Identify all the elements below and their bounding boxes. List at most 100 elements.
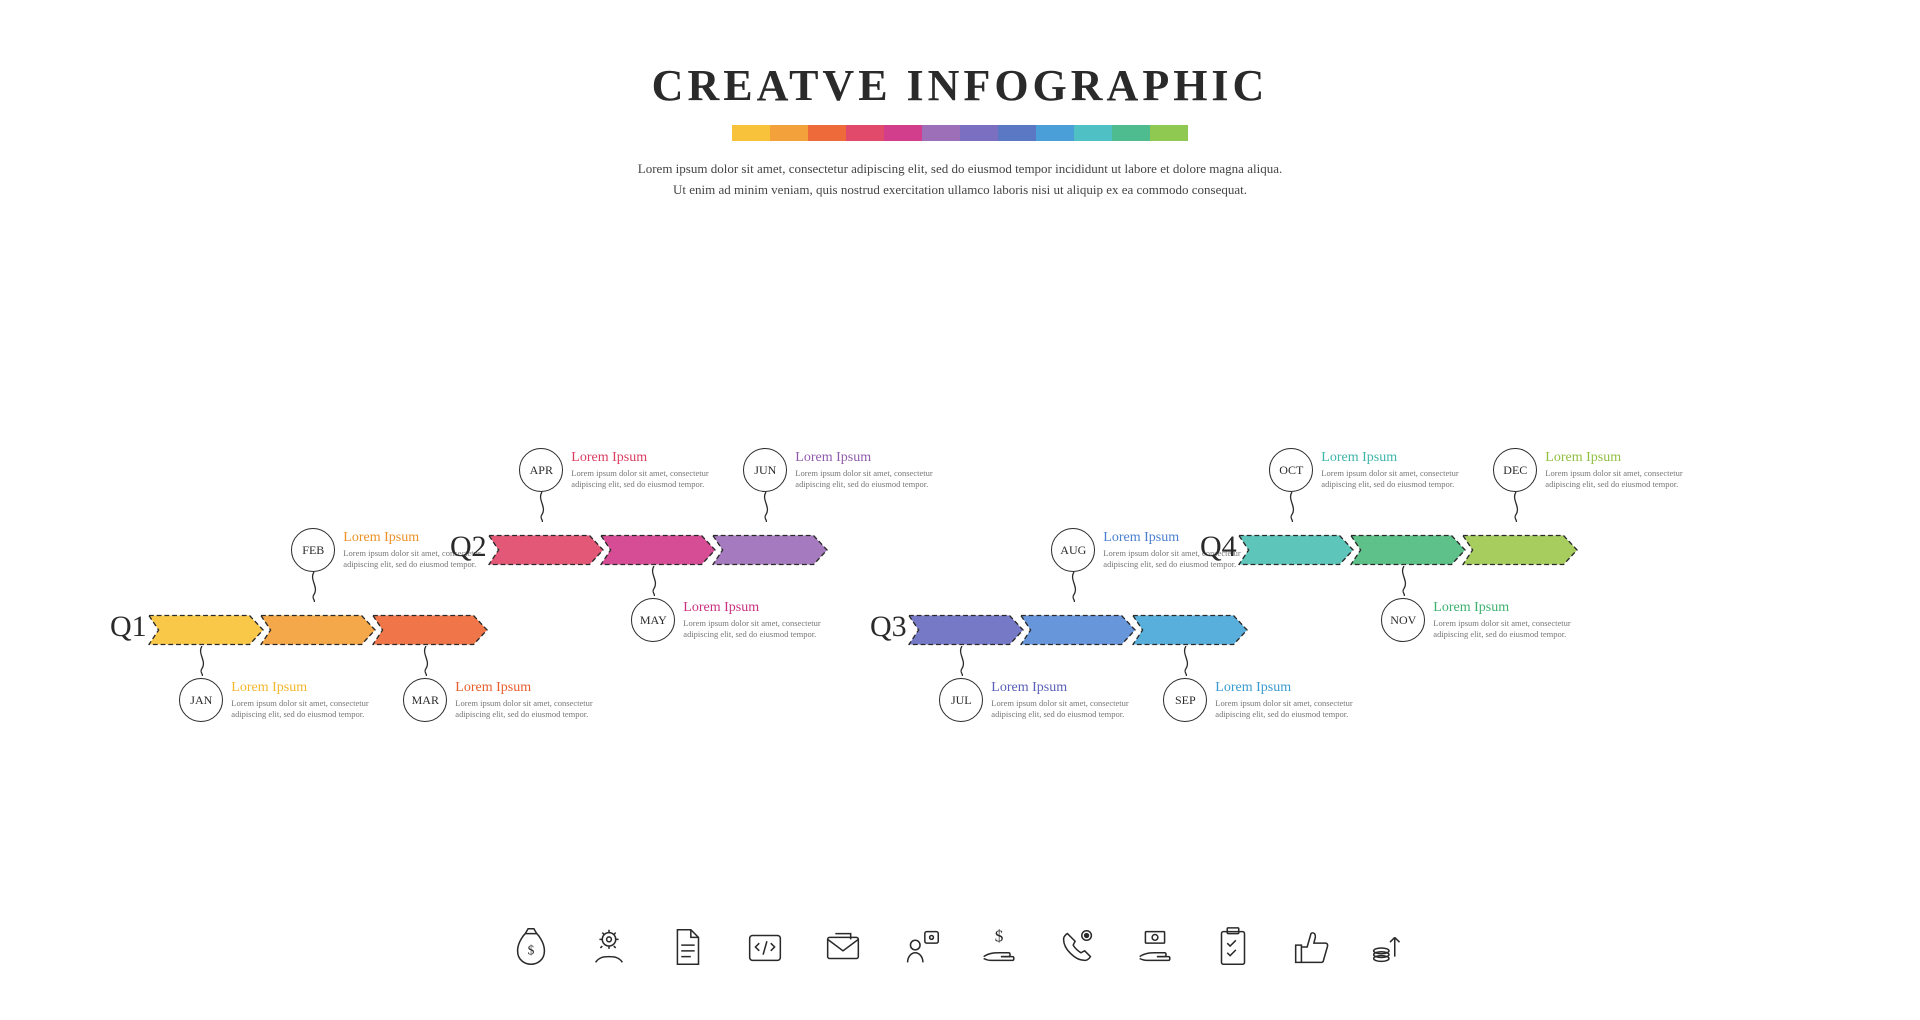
palette-swatch — [922, 125, 960, 141]
month-arrow-jun — [711, 532, 829, 562]
month-arrow-nov — [1349, 532, 1467, 562]
checklist-icon — [1210, 924, 1256, 970]
quarter-q1: Q1 — [110, 610, 489, 644]
month-heading: Lorem Ipsum — [683, 600, 853, 616]
page-title: CREATVE INFOGRAPHIC — [0, 60, 1920, 111]
palette-swatch — [1036, 125, 1074, 141]
month-bubble-oct: OCT — [1269, 448, 1313, 492]
cash-hand-icon — [1132, 924, 1178, 970]
palette-bar — [0, 125, 1920, 141]
palette-swatch — [1112, 125, 1150, 141]
quarter-q2: Q2 — [450, 530, 829, 564]
month-bubble-jul: JUL — [939, 678, 983, 722]
month-bubble-jan: JAN — [179, 678, 223, 722]
quarter-label: Q1 — [110, 610, 147, 644]
svg-text:$: $ — [995, 926, 1004, 945]
connector — [201, 646, 202, 676]
connector — [313, 572, 314, 602]
palette-swatch — [1150, 125, 1188, 141]
connector — [653, 566, 654, 596]
bottom-icon-row: $$ — [508, 924, 1412, 970]
month-bubble-feb: FEB — [291, 528, 335, 572]
connector — [961, 646, 962, 676]
month-text-sep: Lorem Ipsum Lorem ipsum dolor sit amet, … — [1215, 680, 1385, 721]
month-text-nov: Lorem Ipsum Lorem ipsum dolor sit amet, … — [1433, 600, 1603, 641]
quarter-label: Q4 — [1200, 530, 1237, 564]
month-heading: Lorem Ipsum — [991, 680, 1161, 696]
month-heading: Lorem Ipsum — [571, 450, 741, 466]
connector — [1403, 566, 1404, 596]
palette-swatch — [884, 125, 922, 141]
palette-swatch — [846, 125, 884, 141]
month-arrow-jul — [907, 612, 1025, 642]
month-bubble-nov: NOV — [1381, 598, 1425, 642]
palette-swatch — [732, 125, 770, 141]
document-icon — [664, 924, 710, 970]
month-arrow-apr — [487, 532, 605, 562]
month-desc: Lorem ipsum dolor sit amet, consectetur … — [1433, 618, 1603, 641]
palette-swatch — [808, 125, 846, 141]
month-arrow-jan — [147, 612, 265, 642]
connector — [541, 492, 542, 522]
month-bubble-apr: APR — [519, 448, 563, 492]
tools-card-icon — [742, 924, 788, 970]
month-desc: Lorem ipsum dolor sit amet, consectetur … — [571, 468, 741, 491]
money-bag-icon: $ — [508, 924, 554, 970]
thumbs-up-icon — [1288, 924, 1334, 970]
month-bubble-mar: MAR — [403, 678, 447, 722]
palette-swatch — [998, 125, 1036, 141]
connector — [765, 492, 766, 522]
quarter-q3: Q3 — [870, 610, 1249, 644]
subtitle-line-2: Ut enim ad minim veniam, quis nostrud ex… — [0, 180, 1920, 201]
month-heading: Lorem Ipsum — [1433, 600, 1603, 616]
month-text-may: Lorem Ipsum Lorem ipsum dolor sit amet, … — [683, 600, 853, 641]
month-heading: Lorem Ipsum — [1215, 680, 1385, 696]
timeline: JAN Lorem Ipsum Lorem ipsum dolor sit am… — [0, 420, 1920, 820]
month-bubble-jun: JUN — [743, 448, 787, 492]
month-heading: Lorem Ipsum — [1545, 450, 1715, 466]
month-desc: Lorem ipsum dolor sit amet, consectetur … — [683, 618, 853, 641]
month-bubble-dec: DEC — [1493, 448, 1537, 492]
month-heading: Lorem Ipsum — [455, 680, 625, 696]
month-bubble-aug: AUG — [1051, 528, 1095, 572]
connector — [1185, 646, 1186, 676]
palette-swatch — [770, 125, 808, 141]
connector — [1073, 572, 1074, 602]
month-arrow-dec — [1461, 532, 1579, 562]
month-desc: Lorem ipsum dolor sit amet, consectetur … — [455, 698, 625, 721]
month-arrow-oct — [1237, 532, 1355, 562]
month-desc: Lorem ipsum dolor sit amet, consectetur … — [991, 698, 1161, 721]
subtitle: Lorem ipsum dolor sit amet, consectetur … — [0, 159, 1920, 201]
connector — [1515, 492, 1516, 522]
month-bubble-sep: SEP — [1163, 678, 1207, 722]
connector — [1291, 492, 1292, 522]
subtitle-line-1: Lorem ipsum dolor sit amet, consectetur … — [0, 159, 1920, 180]
month-arrow-aug — [1019, 612, 1137, 642]
quarter-label: Q3 — [870, 610, 907, 644]
month-text-oct: Lorem Ipsum Lorem ipsum dolor sit amet, … — [1321, 450, 1491, 491]
month-desc: Lorem ipsum dolor sit amet, consectetur … — [231, 698, 401, 721]
phone-person-icon — [1054, 924, 1100, 970]
month-text-jun: Lorem Ipsum Lorem ipsum dolor sit amet, … — [795, 450, 965, 491]
person-id-icon — [898, 924, 944, 970]
month-desc: Lorem ipsum dolor sit amet, consectetur … — [795, 468, 965, 491]
gear-hand-icon — [586, 924, 632, 970]
mail-icon — [820, 924, 866, 970]
month-text-jul: Lorem Ipsum Lorem ipsum dolor sit amet, … — [991, 680, 1161, 721]
palette-swatch — [960, 125, 998, 141]
dollar-hand-icon: $ — [976, 924, 1022, 970]
month-heading: Lorem Ipsum — [795, 450, 965, 466]
month-arrow-may — [599, 532, 717, 562]
month-bubble-may: MAY — [631, 598, 675, 642]
coins-up-icon — [1366, 924, 1412, 970]
month-heading: Lorem Ipsum — [1321, 450, 1491, 466]
month-text-mar: Lorem Ipsum Lorem ipsum dolor sit amet, … — [455, 680, 625, 721]
month-heading: Lorem Ipsum — [231, 680, 401, 696]
palette-swatch — [1074, 125, 1112, 141]
month-desc: Lorem ipsum dolor sit amet, consectetur … — [1545, 468, 1715, 491]
month-arrow-feb — [259, 612, 377, 642]
month-text-dec: Lorem Ipsum Lorem ipsum dolor sit amet, … — [1545, 450, 1715, 491]
connector — [425, 646, 426, 676]
quarter-label: Q2 — [450, 530, 487, 564]
month-arrow-sep — [1131, 612, 1249, 642]
